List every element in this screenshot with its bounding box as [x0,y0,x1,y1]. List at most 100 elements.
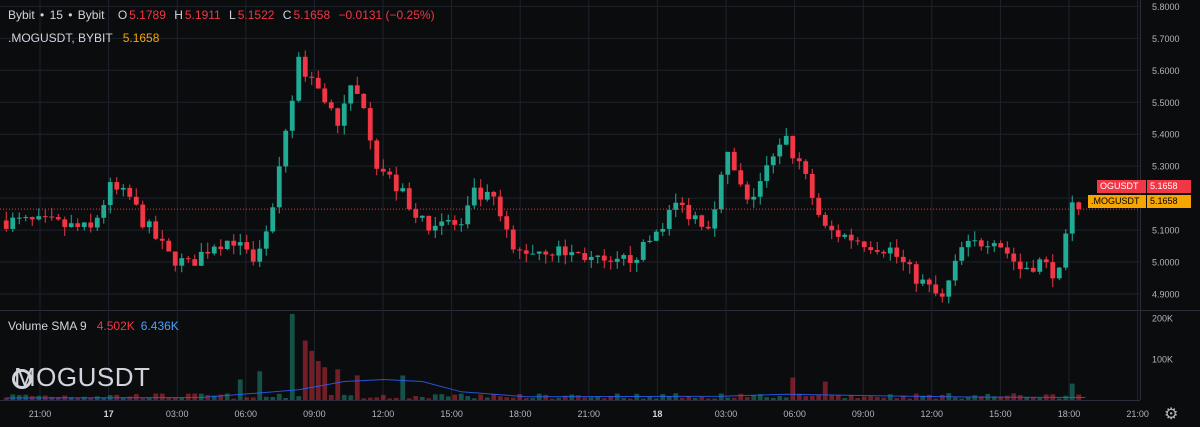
volume-bar [952,397,958,400]
volume-bar [1011,393,1017,400]
candle-body [1011,253,1017,262]
low-value: 5.1522 [237,8,275,22]
volume-bar [55,397,61,400]
candle-body [166,240,172,252]
volume-bar [868,396,874,400]
price-tick-label: 5.0000 [1152,258,1180,268]
candle-body [289,100,295,131]
volume-bar [842,398,848,400]
candle-body [842,234,848,237]
volume-legend[interactable]: Volume SMA 9 4.502K 6.436K [8,319,181,333]
candle-body [523,250,529,254]
candle-body [49,216,55,218]
settings-gear-icon[interactable]: ⚙ [1164,406,1179,423]
candle-body [179,258,185,266]
candle-body [354,85,360,94]
candle-body [959,247,965,261]
candle-body [29,217,35,220]
volume-bar [302,340,308,400]
volume-bar [965,397,971,400]
volume-bar [49,396,55,400]
candle-body [874,250,880,252]
volume-bar [699,396,705,400]
volume-label: Volume SMA 9 [8,319,87,333]
volume-bar [419,396,425,400]
time-tick-label: 06:00 [235,409,258,419]
volume-bar [627,398,633,400]
compare-legend[interactable]: .MOGUSDT, BYBIT 5.1658 [8,31,161,45]
candle-body [666,209,672,229]
candle-body [627,255,633,263]
candle-body [588,256,594,261]
candle-body [900,256,906,263]
compare-value: 5.1658 [122,31,160,45]
candle-body [556,246,562,256]
volume-bar [790,377,796,400]
candle-body [972,240,978,242]
volume-bar [335,369,341,400]
candle-body [562,246,568,256]
candle-body [614,258,620,262]
candle-body [257,248,263,262]
time-tick-label: 21:00 [1126,409,1149,419]
candle-body [939,293,945,297]
candle-body [16,217,22,219]
candle-body [432,225,438,231]
candle-body [868,247,874,251]
tradingview-logo-icon [12,369,32,389]
volume-bar [432,394,438,400]
candle-body [283,130,289,167]
price-tick-label: 5.6000 [1152,66,1180,76]
volume-bar [588,397,594,400]
candle-body [244,242,250,250]
candle-body [491,191,497,197]
volume-bar [328,394,334,400]
volume-bar [530,398,536,400]
price-tag-symbol-ogusdt: OGUSDT [1097,180,1146,193]
candle-body [328,102,334,109]
candle-body [608,260,614,262]
volume-bar [341,394,347,400]
volume-bar [367,397,373,400]
candle-body [55,217,61,220]
candle-body [933,284,939,294]
volume-bar [127,396,133,400]
candle-body [393,174,399,192]
open-value: 5.1789 [129,8,166,22]
price-tick-label: 5.4000 [1152,130,1180,140]
volume-bar [517,394,523,400]
volume-bar [315,361,321,400]
candle-body [848,234,854,241]
candle-body [1004,247,1010,254]
candle-body [705,226,711,229]
time-tick-label: 12:00 [372,409,395,419]
volume-bar [998,396,1004,400]
candle-body [692,215,698,220]
volume-bar [484,397,490,400]
candle-body [803,161,809,174]
symbol-watermark: MOGUSDT [12,362,151,392]
volume-bar [445,396,451,400]
volume-bar [731,397,737,400]
candle-body [543,251,549,255]
candle-body [822,214,828,226]
volume-bar [796,393,802,400]
candle-body [946,280,952,297]
candle-body [991,243,997,247]
candle-body [484,191,490,200]
price-tick-label: 5.3000 [1152,162,1180,172]
volume-bar [647,396,653,400]
interval-label: 15 [49,8,63,22]
candle-body [101,205,107,218]
volume-bar [283,397,289,400]
candle-body [1063,233,1069,268]
volume-bar [562,395,568,400]
candle-body [575,252,581,254]
volume-bar [185,393,191,400]
candle-body [42,216,48,218]
candle-body [978,240,984,247]
volume-bar [543,394,549,400]
open-label: O [117,8,128,22]
